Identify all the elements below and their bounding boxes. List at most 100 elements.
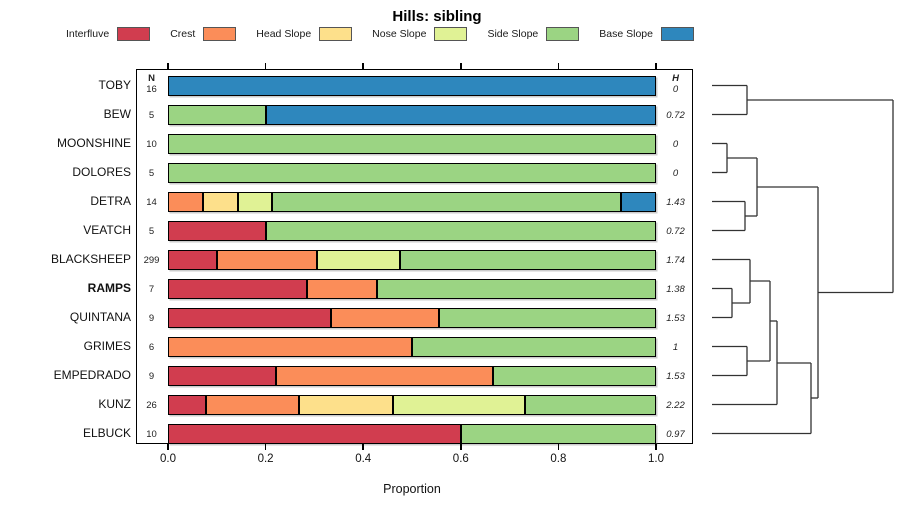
n-value: 9 bbox=[148, 313, 155, 324]
n-column-header: N bbox=[148, 72, 155, 84]
axis-tick-top bbox=[167, 63, 169, 69]
bar-segment-interfluve bbox=[168, 278, 308, 299]
bar-segment-base_slope bbox=[168, 75, 656, 96]
bar-segment-side_slope bbox=[399, 249, 656, 270]
row-label-bew: BEW bbox=[103, 107, 131, 121]
h-value: 1.53 bbox=[666, 371, 685, 382]
bar-kunz bbox=[168, 394, 656, 415]
bar-ramps bbox=[168, 278, 656, 299]
legend-label: Side Slope bbox=[487, 28, 539, 40]
bar-segment-side_slope bbox=[524, 394, 656, 415]
row-label-elbuck: ELBUCK bbox=[82, 426, 131, 440]
bar-toby bbox=[168, 75, 656, 96]
bar-segment-crest bbox=[205, 394, 300, 415]
bar-segment-nose_slope bbox=[316, 249, 400, 270]
n-value: 10 bbox=[146, 429, 157, 440]
n-value: 14 bbox=[146, 197, 157, 208]
legend-item-interfluve: Interfluve bbox=[66, 27, 151, 41]
row-label-kunz: KUNZ bbox=[98, 397, 131, 411]
bar-segment-side_slope bbox=[272, 191, 622, 212]
h-value: 0.72 bbox=[666, 226, 685, 237]
bar-segment-side_slope bbox=[460, 423, 656, 444]
row-label-detra: DETRA bbox=[90, 194, 131, 208]
axis-tick-top bbox=[557, 63, 560, 69]
axis-tick-top bbox=[655, 63, 657, 69]
bar-segment-side_slope bbox=[377, 278, 656, 299]
bar-segment-crest bbox=[307, 278, 378, 299]
axis-tick-label: 0.8 bbox=[550, 453, 567, 465]
bar-blacksheep bbox=[168, 249, 656, 270]
row-label-dolores: DOLORES bbox=[72, 165, 131, 179]
legend-label: Head Slope bbox=[256, 28, 312, 40]
n-value: 6 bbox=[148, 342, 155, 353]
bar-segment-side_slope bbox=[493, 365, 656, 386]
n-value: 299 bbox=[143, 255, 160, 266]
row-label-grimes: GRIMES bbox=[83, 339, 131, 353]
bar-segment-crest bbox=[216, 249, 317, 270]
bar-segment-crest bbox=[330, 307, 440, 328]
bar-segment-nose_slope bbox=[237, 191, 273, 212]
legend-label: Nose Slope bbox=[372, 28, 427, 40]
legend-item-crest: Crest bbox=[170, 27, 237, 41]
bar-segment-side_slope bbox=[168, 133, 656, 154]
h-column-header: H bbox=[672, 72, 679, 84]
bar-segment-side_slope bbox=[412, 336, 656, 357]
n-value: 9 bbox=[148, 371, 155, 382]
axis-tick-bottom bbox=[460, 444, 462, 450]
n-value: 5 bbox=[148, 110, 155, 121]
bar-segment-interfluve bbox=[168, 220, 266, 241]
legend-label: Base Slope bbox=[599, 28, 653, 40]
bar-segment-side_slope bbox=[168, 162, 656, 183]
h-value: 0 bbox=[672, 139, 679, 150]
bar-veatch bbox=[168, 220, 656, 241]
bar-segment-interfluve bbox=[168, 365, 277, 386]
row-label-moonshine: MOONSHINE bbox=[56, 136, 131, 150]
bar-detra bbox=[168, 191, 656, 212]
n-value: N 16 bbox=[146, 72, 157, 95]
bar-empedrado bbox=[168, 365, 656, 386]
bar-segment-base_slope bbox=[265, 104, 656, 125]
bar-segment-side_slope bbox=[265, 220, 656, 241]
axis-tick-label: 0.6 bbox=[452, 453, 469, 465]
nose_slope-swatch-icon bbox=[434, 27, 468, 41]
bar-quintana bbox=[168, 307, 656, 328]
axis-tick-label: 0.2 bbox=[257, 453, 274, 465]
bar-dolores bbox=[168, 162, 656, 183]
bar-elbuck bbox=[168, 423, 656, 444]
n-value: 5 bbox=[148, 168, 155, 179]
bar-moonshine bbox=[168, 133, 656, 154]
axis-tick-top bbox=[362, 63, 364, 69]
legend-label: Crest bbox=[170, 28, 196, 40]
n-value: 7 bbox=[148, 284, 155, 295]
h-value: 1.74 bbox=[666, 255, 685, 266]
side_slope-swatch-icon bbox=[546, 27, 580, 41]
axis-tick-label: 0.4 bbox=[355, 453, 372, 465]
chart-title: Hills: sibling bbox=[392, 8, 482, 25]
h-value: 2.22 bbox=[666, 400, 685, 411]
interfluve-swatch-icon bbox=[117, 27, 151, 41]
axis-tick-top bbox=[264, 63, 267, 69]
bar-segment-side_slope bbox=[439, 307, 656, 328]
legend-item-side_slope: Side Slope bbox=[487, 27, 580, 41]
row-label-empedrado: EMPEDRADO bbox=[53, 368, 131, 382]
bar-bew bbox=[168, 104, 656, 125]
axis-tick-top bbox=[460, 63, 462, 69]
bar-segment-crest bbox=[168, 336, 412, 357]
axis-tick-bottom bbox=[362, 444, 364, 450]
h-value: 0.97 bbox=[666, 429, 685, 440]
legend-item-head_slope: Head Slope bbox=[256, 27, 353, 41]
row-label-quintana: QUINTANA bbox=[69, 310, 131, 324]
legend: Interfluve Crest Head Slope Nose Slope Side … bbox=[66, 27, 714, 41]
legend-item-nose_slope: Nose Slope bbox=[372, 27, 468, 41]
bar-segment-head_slope bbox=[202, 191, 238, 212]
bar-segment-crest bbox=[276, 365, 494, 386]
base_slope-swatch-icon bbox=[660, 27, 694, 41]
n-value: 10 bbox=[146, 139, 157, 150]
bar-segment-nose_slope bbox=[393, 394, 525, 415]
bar-segment-base_slope bbox=[621, 191, 656, 212]
axis-tick-bottom bbox=[655, 444, 657, 450]
bar-segment-interfluve bbox=[168, 249, 217, 270]
bar-segment-crest bbox=[168, 191, 203, 212]
